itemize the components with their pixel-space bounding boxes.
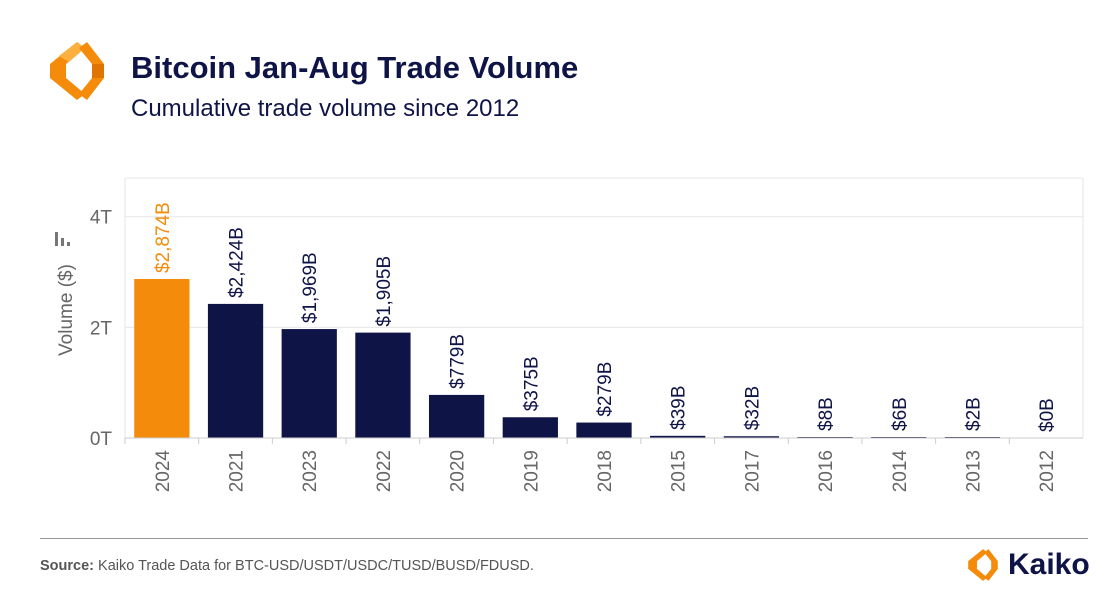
data-label-2018: $279B: [595, 362, 616, 417]
chart-title: Bitcoin Jan-Aug Trade Volume: [131, 50, 579, 85]
footer-divider: [40, 538, 1088, 539]
x-tick-label: 2019: [521, 450, 542, 492]
x-tick-label: 2020: [448, 450, 469, 492]
data-label-2024: $2,874B: [153, 202, 174, 273]
kaiko-brand-icon: [968, 549, 998, 581]
data-label-2019: $375B: [521, 356, 542, 411]
x-tick-label: 2015: [669, 450, 690, 492]
data-label-2023: $1,969B: [300, 252, 321, 323]
x-tick-label: 2017: [742, 450, 763, 492]
data-label-2016: $8B: [816, 397, 837, 431]
bar-2020[interactable]: [428, 394, 485, 438]
data-label-2013: $2B: [963, 397, 984, 431]
brand-name: Kaiko: [1008, 548, 1090, 581]
bar-2024[interactable]: [134, 279, 190, 438]
kaiko-logo-icon: [50, 42, 104, 100]
x-tick-label: 2013: [963, 450, 984, 492]
bar-2021[interactable]: [207, 303, 264, 438]
bar-2017[interactable]: [723, 436, 780, 438]
data-label-2012: $0B: [1037, 398, 1058, 432]
x-tick-label: 2016: [816, 450, 837, 492]
data-label-2017: $32B: [742, 386, 763, 430]
x-axis: 2024 2021 2023 2022 2020 2019 2018 2015 2017 2016…: [124, 437, 1083, 493]
source-text: Kaiko Trade Data for BTC-USD/USDT/USDC/T…: [94, 558, 534, 574]
y-tick-label: 2T: [90, 318, 113, 339]
y-axis: 0T 2T 4T: [90, 208, 113, 450]
source-label: Source:: [40, 558, 94, 574]
x-tick-label: 2024: [153, 450, 174, 493]
x-tick-label: 2022: [374, 450, 395, 492]
chart-subtitle: Cumulative trade volume since 2012: [131, 95, 520, 122]
bar-2022[interactable]: [355, 332, 411, 438]
bar-2018[interactable]: [576, 422, 632, 438]
data-label-2015: $39B: [669, 385, 690, 429]
x-tick-label: 2023: [300, 450, 321, 492]
data-label-2022: $1,905B: [374, 256, 395, 327]
data-label-2021: $2,424B: [227, 227, 248, 298]
bar-chart: $2,874B $2,424B $1,969B $1,905B $779B $375B $2…: [56, 177, 1084, 493]
chart-menu-icon[interactable]: [52, 230, 74, 248]
y-tick-label: 4T: [90, 208, 113, 229]
y-axis-label: Volume ($): [56, 264, 77, 356]
bar-2019[interactable]: [502, 417, 558, 438]
data-labels: $2,874B $2,424B $1,969B $1,905B $779B $375B $2…: [153, 202, 1058, 432]
bar-2015[interactable]: [650, 435, 706, 438]
data-label-2014: $6B: [890, 397, 911, 431]
y-tick-label: 0T: [90, 429, 113, 450]
source-note: Source: Kaiko Trade Data for BTC-USD/USD…: [40, 558, 534, 574]
bar-2023[interactable]: [281, 329, 337, 438]
x-tick-label: 2014: [890, 450, 911, 493]
x-tick-label: 2018: [595, 450, 616, 492]
bars: [134, 279, 1001, 438]
x-tick-label: 2021: [227, 450, 248, 492]
x-tick-label: 2012: [1037, 450, 1058, 492]
data-label-2020: $779B: [448, 334, 469, 389]
